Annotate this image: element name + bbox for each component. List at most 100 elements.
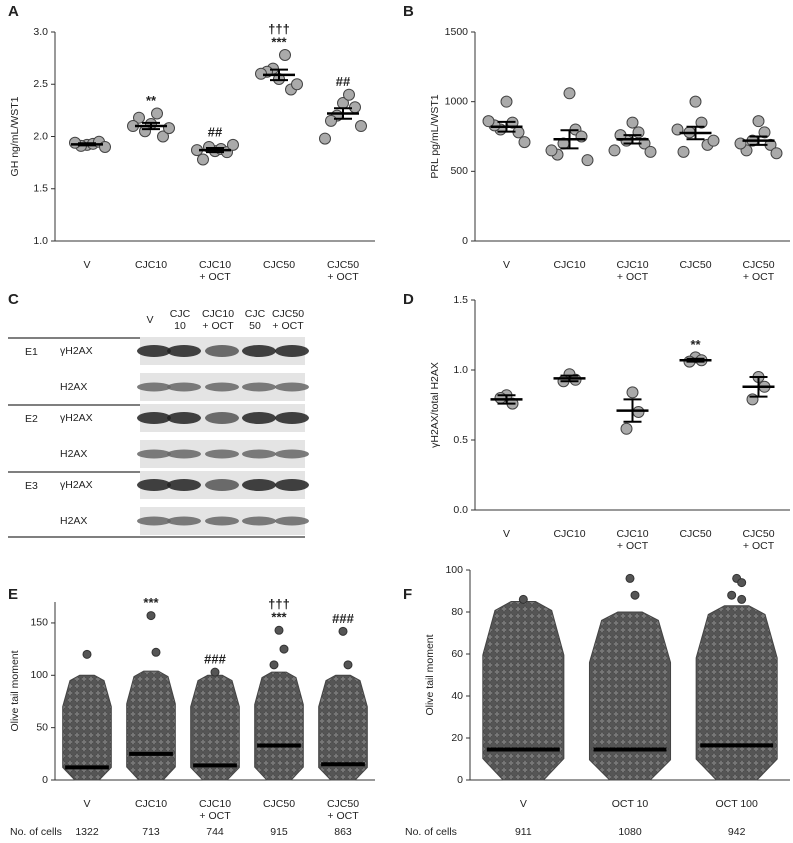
significance: **	[146, 93, 157, 108]
data-point	[632, 126, 645, 139]
lane-label: + OCT	[202, 320, 234, 332]
data-point	[151, 107, 163, 120]
cell-count: 1322	[75, 826, 99, 838]
significance: ###	[204, 652, 226, 667]
cell-count: 713	[142, 826, 160, 838]
data-point	[325, 114, 337, 127]
data-point	[632, 406, 645, 418]
x-tick-label: + OCT	[327, 271, 359, 283]
swarm	[254, 671, 304, 781]
panel-label: B	[403, 3, 414, 20]
band	[275, 449, 309, 459]
y-axis-label: γH2AX/total H2AX	[429, 362, 441, 448]
x-tick-label: CJC50	[742, 528, 774, 540]
swarm	[126, 670, 176, 781]
cell-count: 942	[728, 826, 746, 838]
y-axis-label: GH ng/mL/WST1	[9, 96, 21, 176]
outlier-point	[279, 644, 289, 654]
data-point	[746, 393, 759, 406]
data-point	[581, 154, 594, 167]
x-tick-label: CJC50	[679, 259, 711, 271]
y-tick-label: 1.5	[453, 294, 468, 306]
data-point	[626, 386, 639, 399]
outlier-point	[269, 660, 279, 670]
cell-count-label: No. of cells	[405, 826, 457, 838]
significance: ***	[271, 34, 287, 49]
data-point	[695, 116, 708, 129]
band	[242, 516, 276, 526]
data-point	[157, 130, 169, 143]
data-point	[494, 392, 507, 404]
band	[137, 382, 171, 392]
y-tick-label: 1000	[445, 95, 469, 107]
lane-label: 10	[174, 320, 186, 332]
data-point	[770, 147, 783, 160]
significance: ***	[143, 595, 159, 610]
y-tick-label: 3.0	[33, 26, 48, 38]
outlier-point	[274, 625, 284, 635]
x-tick-label: + OCT	[743, 540, 775, 552]
outlier-point	[146, 611, 156, 621]
data-point	[626, 116, 639, 129]
x-tick-label: CJC10	[553, 528, 585, 540]
band	[205, 412, 239, 424]
y-axis-label: PRL pg/mL/WST1	[429, 94, 441, 178]
y-tick-label: 500	[450, 165, 468, 177]
y-tick-label: 1500	[445, 26, 469, 38]
data-point	[689, 95, 702, 108]
cell-count: 863	[334, 826, 352, 838]
outlier-point	[625, 573, 635, 583]
x-tick-label: CJC10	[616, 528, 648, 540]
x-tick-label: + OCT	[617, 540, 649, 552]
band	[137, 345, 171, 357]
band	[275, 516, 309, 526]
x-tick-label: CJC10	[135, 259, 167, 271]
data-point	[319, 132, 331, 145]
significance: **	[690, 337, 701, 352]
band	[205, 345, 239, 357]
data-point	[608, 144, 621, 157]
y-tick-label: 0	[462, 235, 468, 247]
band-label: γH2AX	[60, 479, 93, 491]
y-tick-label: 150	[30, 617, 48, 629]
band	[167, 449, 201, 459]
y-tick-label: 80	[451, 606, 463, 618]
data-point	[133, 111, 145, 124]
x-tick-label: OCT 100	[715, 798, 758, 810]
data-point	[291, 78, 303, 91]
lane-label: CJC50	[272, 308, 304, 320]
outlier-point	[737, 578, 747, 588]
outlier-point	[727, 590, 737, 600]
band-label: H2AX	[60, 381, 87, 393]
x-tick-label: CJC10	[199, 259, 231, 271]
data-point	[677, 145, 690, 158]
data-point	[563, 87, 576, 100]
data-point	[758, 126, 771, 139]
band	[167, 479, 201, 491]
data-point	[500, 95, 513, 108]
y-axis-label: Olive tail moment	[9, 650, 21, 731]
y-axis-label: Olive tail moment	[424, 634, 436, 715]
outlier-point	[338, 626, 348, 636]
x-tick-label: V	[83, 259, 90, 271]
x-tick-label: V	[520, 798, 527, 810]
band	[242, 382, 276, 392]
x-tick-label: V	[503, 528, 510, 540]
outlier-point	[737, 594, 747, 604]
significance: †††	[268, 21, 290, 36]
swarm	[588, 611, 672, 781]
x-tick-label: CJC10	[199, 798, 231, 810]
x-tick-label: CJC10	[616, 259, 648, 271]
band	[242, 449, 276, 459]
y-tick-label: 50	[36, 721, 48, 733]
group-label: E3	[25, 480, 38, 492]
lane-label: CJC	[245, 308, 266, 320]
outlier-point	[630, 590, 640, 600]
x-tick-label: CJC10	[553, 259, 585, 271]
data-point	[752, 115, 765, 128]
x-tick-label: + OCT	[199, 810, 231, 822]
x-tick-label: OCT 10	[612, 798, 649, 810]
x-tick-label: + OCT	[617, 271, 649, 283]
band-label: γH2AX	[60, 345, 93, 357]
